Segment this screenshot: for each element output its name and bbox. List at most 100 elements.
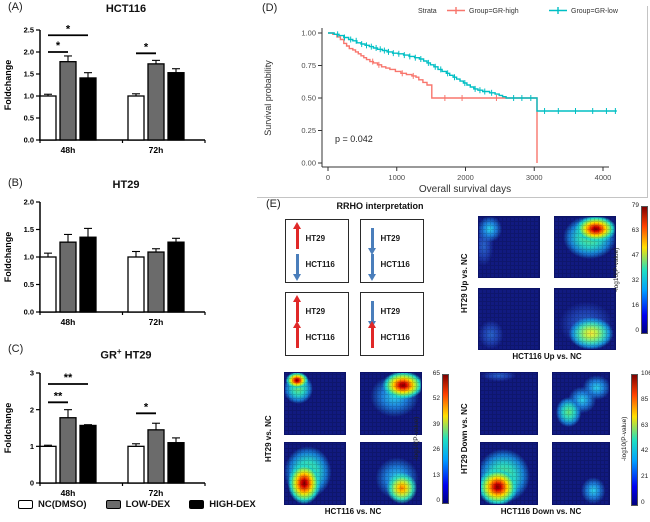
colorbar-tick-label: 26 — [432, 446, 440, 454]
y-tick-label: 0.0 — [24, 136, 34, 145]
heatmap-down-quad-bl — [480, 442, 538, 505]
panel-label-c: (C) — [8, 343, 24, 355]
bar-HIGH-DEX-72h — [167, 72, 185, 141]
bar-LOW-DEX-72h — [147, 429, 165, 484]
colorbar-tick-label: 52 — [432, 395, 440, 403]
heatmap-up-colorbar-ticks: 79 63 47 32 16 0 — [622, 202, 639, 334]
bar-NC(DMSO)-48h — [39, 256, 57, 313]
heatmap-up-colorbar — [641, 206, 648, 334]
y-tick-label: 1.5 — [24, 225, 34, 234]
rrho-interpretation-box-3: HT29 HCT116 — [285, 292, 349, 356]
bar-NC(DMSO)-48h — [39, 95, 57, 141]
bar-chart-hct116: 0.0 0.5 1.0 1.5 2.0 2.5 Foldchange 48h 72h * * * — [3, 23, 206, 155]
interpretation-row: HT29 — [296, 300, 342, 322]
strata-legend-title: Strata — [418, 8, 437, 15]
interpretation-cell-label: HT29 — [305, 306, 326, 316]
y-tick-label: 0.0 — [24, 308, 34, 317]
colorbar-tick-label: 42 — [641, 447, 649, 455]
interpretation-cell-label: HCT116 — [380, 332, 410, 342]
y-axis-label: Foldchange — [3, 232, 13, 283]
rrho-interpretation-box-2: HT29 HCT116 — [360, 219, 424, 283]
interpretation-cell-label: HT29 — [380, 233, 401, 243]
heatmap-down-quad-tl — [480, 372, 538, 435]
chart-title-ht29: HT29 — [112, 179, 140, 191]
colorbar-tick-label: 63 — [631, 227, 639, 234]
x-tick-label: 0 — [326, 173, 330, 182]
sig-asterisk: * — [144, 41, 149, 53]
y-tick-label: 1 — [30, 442, 34, 451]
heatmap-all-colorbar-label: -log10(P-value) — [413, 416, 420, 462]
up-arrow-icon — [296, 227, 299, 249]
colorbar-tick-label: 63 — [641, 421, 649, 429]
interpretation-row: HT29 — [371, 300, 417, 322]
bar-NC(DMSO)-48h — [39, 445, 57, 484]
heatmap-up-quad-tl — [478, 216, 540, 278]
heatmap-down-colorbar-label: -log10(P-value) — [621, 416, 628, 462]
panel-label-a: (A) — [8, 1, 23, 13]
survival-curve-Group=GR-high — [328, 32, 538, 163]
bar-HIGH-DEX-48h — [79, 424, 97, 484]
category-label: 72h — [149, 317, 164, 327]
sig-asterisk: * — [56, 40, 61, 52]
panel-label-e: (E) — [266, 198, 281, 210]
heatmap-all-xlabel: HCT116 vs. NC — [324, 507, 382, 516]
interpretation-cell-label: HT29 — [380, 306, 401, 316]
p-value: p = 0.042 — [335, 134, 373, 144]
category-label: 48h — [61, 145, 76, 155]
heatmap-down-quad-tr — [552, 372, 610, 435]
category-label: 72h — [149, 145, 164, 155]
colorbar-tick-label: 21 — [641, 473, 649, 481]
down-arrow-icon — [296, 253, 299, 275]
y-tick-label: 0.00 — [301, 159, 316, 168]
y-tick-label: 2.5 — [24, 26, 34, 35]
survival-plot: 0.00 0.25 0.50 0.75 1.00 0 1000 2000 3000 4000 Sur… — [263, 7, 619, 195]
x-tick-label: 4000 — [595, 173, 612, 182]
bar-HIGH-DEX-72h — [167, 442, 185, 484]
interpretation-row: HCT116 — [371, 253, 417, 275]
down-arrow-icon — [371, 300, 374, 322]
y-tick-label: 2.0 — [24, 48, 34, 57]
panel-label-b: (B) — [8, 177, 23, 189]
heatmap-down-colorbar — [631, 374, 638, 506]
colorbar-tick-label: 47 — [631, 252, 639, 259]
heatmap-all-colorbar — [442, 374, 449, 504]
heatmap-all-quad-tr — [360, 372, 422, 435]
colorbar-tick-label: 79 — [631, 202, 639, 209]
rrho-interpretation-box-1: HT29 HCT116 — [285, 219, 349, 283]
bar-HIGH-DEX-72h — [167, 241, 185, 313]
x-tick-label: 2000 — [457, 173, 474, 182]
bar-HIGH-DEX-48h — [79, 236, 97, 313]
colorbar-tick-label: 0 — [641, 498, 645, 506]
y-tick-label: 0.5 — [24, 114, 34, 123]
bar-LOW-DEX-72h — [147, 63, 165, 141]
x-axis-label: Overall survival days — [419, 184, 511, 195]
heatmap-all-ylabel: HT29 vs. NC — [264, 415, 273, 463]
colorbar-tick-label: 0 — [436, 496, 440, 504]
x-tick-label: 3000 — [526, 173, 543, 182]
heatmap-up-xlabel: HCT116 Up vs. NC — [512, 352, 582, 361]
sig-asterisk: * — [144, 401, 149, 413]
category-label: 48h — [61, 488, 76, 497]
up-arrow-icon — [296, 300, 299, 322]
legend-item: NC(DMSO) — [18, 499, 87, 510]
heatmap-up-quad-bl — [478, 288, 540, 350]
heatmap-all-quad-tl — [284, 372, 346, 435]
y-tick-label: 0.5 — [24, 280, 34, 289]
down-arrow-icon — [371, 253, 374, 275]
bar-LOW-DEX-48h — [59, 241, 77, 313]
y-tick-label: 0.25 — [301, 126, 316, 135]
interpretation-cell-label: HCT116 — [380, 259, 410, 269]
y-tick-label: 1.5 — [24, 70, 34, 79]
interpretation-cell-label: HCT116 — [305, 259, 335, 269]
y-axis-label: Foldchange — [3, 60, 13, 111]
y-tick-label: 2 — [30, 405, 34, 414]
bar-chart-ht29: 0.0 0.5 1.0 1.5 2.0 Foldchange 48h 72h — [3, 198, 206, 327]
legend-label: HIGH-DEX — [209, 499, 256, 510]
legend-swatch — [189, 500, 205, 509]
heatmap-up-quad-br — [554, 288, 616, 350]
y-tick-label: 0.75 — [301, 61, 316, 70]
legend-item: LOW-DEX — [105, 499, 170, 510]
heatmap-all-quad-br — [360, 442, 422, 505]
